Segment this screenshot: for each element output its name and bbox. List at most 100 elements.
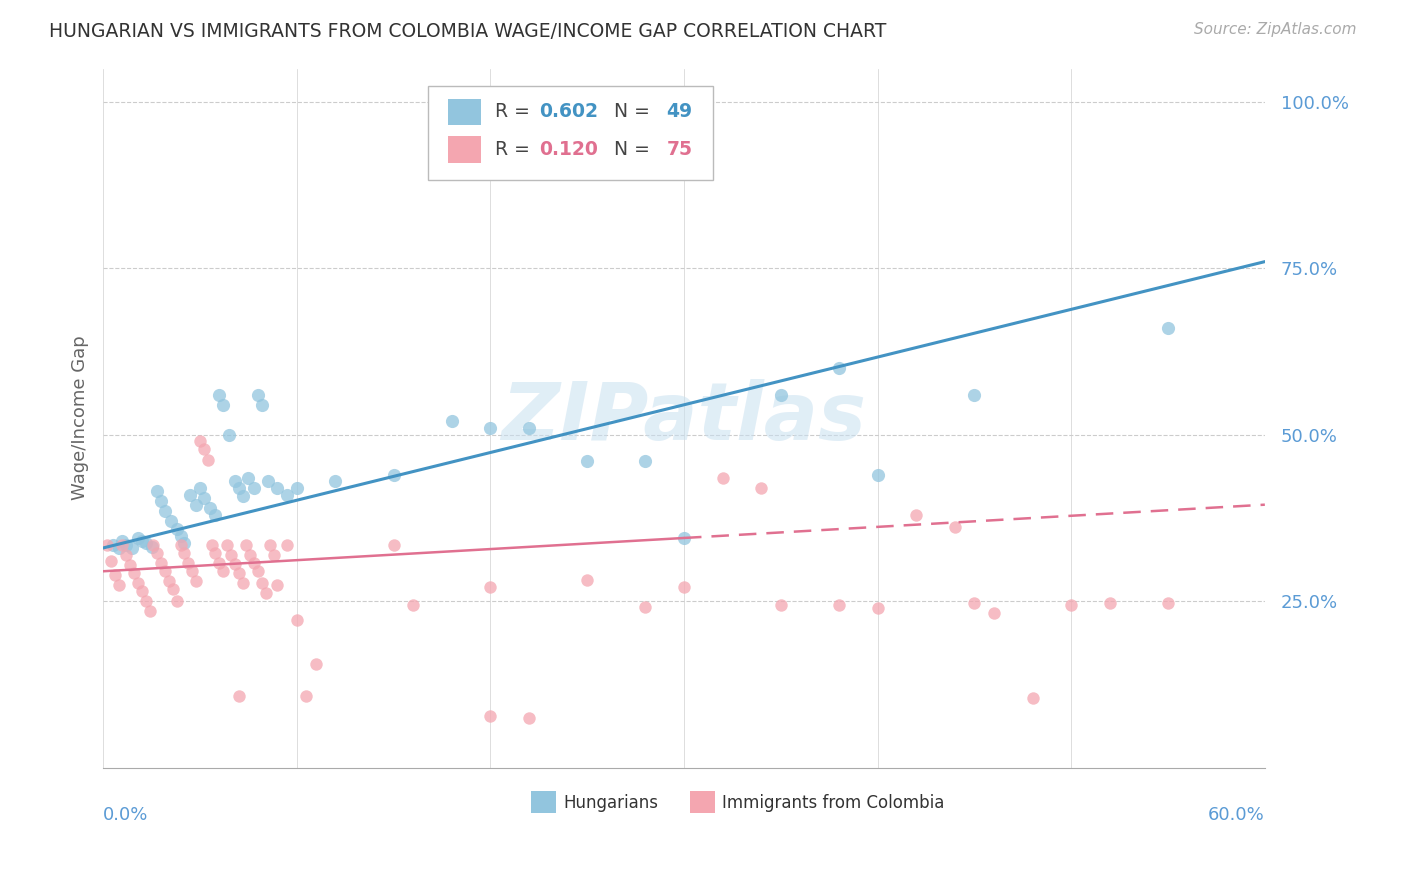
Point	[200, 538, 222, 552]
Point	[224, 557, 246, 571]
Point	[166, 522, 188, 536]
Point	[228, 566, 250, 581]
Point	[232, 575, 254, 590]
Point	[943, 519, 966, 533]
Point	[254, 586, 277, 600]
Point	[828, 361, 851, 376]
Point	[146, 546, 169, 560]
Point	[440, 414, 463, 428]
Point	[769, 598, 792, 612]
Point	[479, 580, 502, 594]
Point	[204, 508, 226, 522]
Point	[184, 498, 207, 512]
Point	[238, 471, 260, 485]
Point	[111, 538, 134, 552]
Point	[672, 531, 695, 545]
Point	[576, 454, 599, 468]
Point	[173, 546, 195, 560]
Point	[905, 508, 928, 522]
Point	[121, 541, 143, 555]
Point	[100, 554, 122, 568]
Point	[208, 388, 231, 402]
Text: Source: ZipAtlas.com: Source: ZipAtlas.com	[1194, 22, 1357, 37]
Point	[634, 599, 657, 614]
Point	[169, 538, 191, 552]
Point	[751, 481, 773, 495]
Point	[1060, 598, 1083, 612]
Point	[711, 471, 734, 485]
Point	[153, 564, 176, 578]
Point	[193, 491, 215, 505]
Point	[150, 556, 173, 570]
Point	[250, 398, 273, 412]
Point	[232, 489, 254, 503]
Point	[1021, 690, 1043, 705]
Text: Immigrants from Colombia: Immigrants from Colombia	[723, 794, 945, 812]
Point	[197, 453, 219, 467]
Text: HUNGARIAN VS IMMIGRANTS FROM COLOMBIA WAGE/INCOME GAP CORRELATION CHART: HUNGARIAN VS IMMIGRANTS FROM COLOMBIA WA…	[49, 22, 887, 41]
Point	[517, 421, 540, 435]
Point	[828, 598, 851, 612]
Point	[228, 481, 250, 495]
Point	[219, 548, 242, 562]
Point	[1157, 321, 1180, 335]
Text: 75: 75	[666, 140, 693, 159]
Point	[256, 475, 278, 489]
Point	[198, 501, 221, 516]
Point	[208, 556, 231, 570]
Point	[212, 564, 235, 578]
Point	[1157, 596, 1180, 610]
Point	[166, 594, 188, 608]
FancyBboxPatch shape	[690, 791, 716, 814]
Point	[266, 577, 288, 591]
Point	[402, 598, 425, 612]
FancyBboxPatch shape	[449, 136, 481, 163]
Point	[162, 582, 184, 597]
Point	[276, 488, 298, 502]
Point	[107, 577, 129, 591]
Point	[218, 427, 240, 442]
Point	[96, 538, 118, 552]
Point	[131, 534, 153, 549]
Point	[263, 548, 285, 562]
Point	[250, 575, 273, 590]
Point	[169, 529, 191, 543]
Point	[247, 388, 270, 402]
Point	[146, 484, 169, 499]
Point	[135, 594, 157, 608]
Point	[325, 475, 347, 489]
Text: 0.0%: 0.0%	[103, 806, 149, 824]
Point	[115, 538, 138, 552]
Point	[259, 538, 281, 552]
Point	[517, 711, 540, 725]
Point	[769, 388, 792, 402]
Point	[576, 573, 599, 587]
Point	[104, 567, 127, 582]
Point	[382, 538, 405, 552]
Point	[866, 467, 889, 482]
Text: R =: R =	[495, 140, 536, 159]
Point	[141, 540, 163, 554]
Point	[212, 398, 235, 412]
Point	[276, 538, 298, 552]
Point	[224, 475, 246, 489]
Point	[142, 538, 165, 552]
Point	[181, 564, 204, 578]
Point	[101, 538, 124, 552]
Y-axis label: Wage/Income Gap: Wage/Income Gap	[72, 335, 89, 500]
Point	[305, 657, 328, 672]
Point	[243, 481, 266, 495]
Point	[963, 388, 986, 402]
Point	[1098, 596, 1121, 610]
Point	[285, 481, 308, 495]
FancyBboxPatch shape	[429, 86, 713, 180]
Point	[127, 531, 149, 545]
Point	[247, 564, 270, 578]
Point	[153, 504, 176, 518]
Point	[135, 535, 157, 549]
Point	[266, 481, 288, 495]
Point	[188, 481, 211, 495]
Text: N =: N =	[602, 140, 655, 159]
Point	[285, 613, 308, 627]
Point	[138, 604, 160, 618]
